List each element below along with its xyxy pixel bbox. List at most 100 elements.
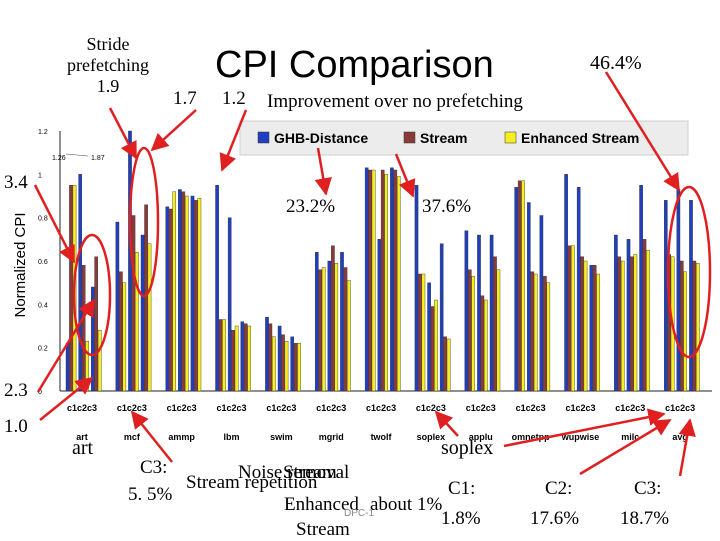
bar-art-c2-0 [78,174,82,392]
bar-milc-c3-1 [642,239,647,392]
bar-mcf-c1-2 [122,282,127,392]
bar-avg-c2-0 [676,189,681,392]
bar-omnetpp-c3-1 [543,276,547,392]
note-c2-pct: 17.6% [530,508,580,529]
bar-milc-c3-0 [639,184,643,392]
bar-mcf-c3-1 [144,204,148,392]
note-stream: Stream [283,462,337,483]
bar-wupwise-c3-1 [592,265,597,392]
bar-avg-c3-0 [689,200,693,392]
bar-mgrid-c1-1 [318,269,323,392]
bar-art-c1-0 [65,343,70,392]
bar-twolf-c1-2 [371,169,376,392]
bar-lbm-c2-2 [234,325,239,392]
bar-milc-c2-1 [630,256,634,392]
bar-mgrid-c3-1 [343,267,348,392]
bar-mgrid-c1-0 [315,252,319,392]
bar-twolf-c3-0 [390,167,394,392]
note-stride-line1: Stride [86,34,130,54]
bar-twolf-c1-1 [368,169,372,392]
arrow-1-7 [150,109,197,152]
arrow-c3-art [130,410,173,463]
bar-omnetpp-c1-1 [517,180,522,392]
x-category-label: milc [621,432,639,442]
x-tick-label: c1c2c3 [565,403,595,413]
highlight-art [72,233,112,357]
bar-lbm-c1-2 [222,319,226,392]
bar-soplex-c3-0 [439,243,444,392]
bar-milc-c3-2 [646,249,650,392]
bar-lbm-c3-0 [240,321,245,392]
bar-art-c3-2 [97,330,102,392]
note-c2: C2: [545,478,573,499]
bar-mcf-c1-0 [115,221,120,392]
bar-wupwise-c3-2 [596,273,600,392]
bar-swim-c2-2 [284,341,289,392]
bar-applu-c1-2 [471,276,476,392]
bar-mcf-c2-2 [135,252,139,392]
x-tick-label: c1c2c3 [516,403,546,413]
bar-avg-c2-2 [683,271,687,392]
note-noise-removal: Noise removal [238,462,350,483]
x-tick-label: c1c2c3 [217,403,247,413]
bar-omnetpp-c2-1 [530,271,535,392]
bar-applu-c1-0 [464,230,469,392]
bar-mcf-c1-1 [119,271,123,392]
bar-avg-c2-1 [680,260,684,392]
bar-twolf-c3-2 [397,176,401,392]
bar-omnetpp-c2-0 [527,202,531,392]
note-1-0: 1.0 [4,416,28,437]
cap-annotation-line [65,153,89,157]
bar-applu-c3-1 [493,256,497,392]
bar-avg-c1-0 [664,200,668,392]
note-art: art [72,437,94,459]
bar-applu-c2-0 [477,234,481,392]
bar-ammp-c3-0 [190,195,195,392]
bar-soplex-c2-0 [427,282,431,392]
bar-applu-c3-2 [496,269,501,392]
arrow-2-3 [36,298,96,393]
bar-milc-c2-0 [626,239,631,392]
y-tick-label: 0.4 [38,302,48,309]
note-about: about 1% [370,494,443,515]
bar-lbm-c2-1 [231,330,236,392]
bar-soplex-c1-0 [414,184,419,392]
y-tick-label: 0.6 [38,259,48,266]
x-tick-label: c1c2c3 [615,403,645,413]
x-category-label: wupwise [561,432,600,442]
bar-twolf-c3-1 [393,169,398,392]
arrow-3-4 [33,184,76,264]
bar-milc-c1-2 [621,260,625,392]
x-tick-label: c1c2c3 [466,403,496,413]
bar-wupwise-c1-1 [567,245,572,392]
bar-wupwise-c2-0 [576,187,581,392]
legend-swatch [504,131,517,144]
bar-swim-c1-2 [272,336,276,392]
bar-twolf-c1-0 [364,167,369,392]
x-category-label: ammp [168,432,195,442]
x-tick-label: c1c2c3 [167,403,197,413]
y-tick-label: 0 [38,389,42,396]
bar-wupwise-c2-2 [583,260,588,392]
arrow-37 [394,153,416,198]
x-tick-label: c1c2c3 [67,403,97,413]
bar-soplex-c1-1 [418,273,422,392]
highlight-avg [666,185,712,359]
bar-lbm-c3-2 [247,325,252,392]
y-tick-label: 0.2 [38,346,48,353]
legend-swatch [403,131,416,144]
bar-twolf-c2-1 [380,169,385,392]
bar-ammp-c2-2 [184,195,189,392]
bar-omnetpp-c3-0 [539,215,544,392]
bar-wupwise-c1-2 [571,245,575,392]
bar-avg-c3-1 [692,260,697,392]
bar-twolf-c2-0 [377,239,382,392]
bar-swim-c2-1 [281,334,285,392]
x-category-label: twolf [371,432,393,442]
x-tick-label: c1c2c3 [366,403,396,413]
bar-soplex-c2-1 [430,306,435,392]
bar-mgrid-c2-0 [327,260,332,392]
note-3-4: 3.4 [4,172,28,193]
bar-mcf-c3-0 [140,234,145,392]
bar-ammp-c1-1 [168,208,173,392]
